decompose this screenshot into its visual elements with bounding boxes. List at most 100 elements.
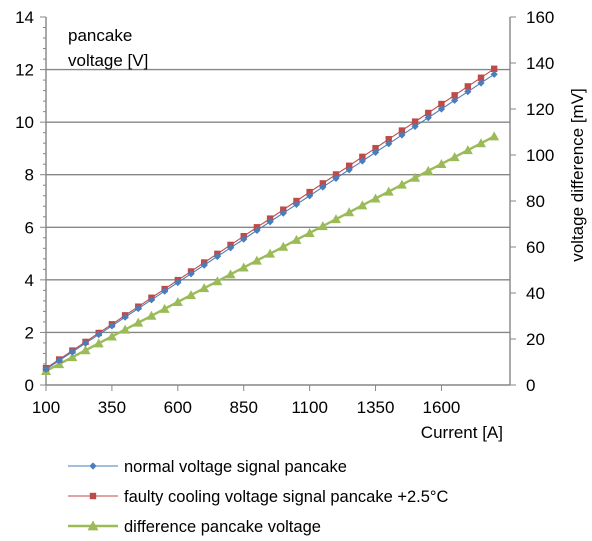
data-point bbox=[438, 100, 445, 108]
data-point bbox=[449, 152, 460, 162]
data-point bbox=[187, 270, 195, 278]
y-tick-label-right: 40 bbox=[526, 284, 545, 303]
data-point bbox=[332, 174, 340, 182]
x-axis: 100 350 600 850 1100 1350 1600 bbox=[32, 385, 460, 417]
legend-label: normal voltage signal pancake bbox=[124, 458, 347, 476]
y-tick-label-right: 160 bbox=[526, 8, 554, 27]
data-point bbox=[266, 218, 274, 226]
data-point bbox=[358, 157, 366, 165]
data-point bbox=[121, 313, 129, 321]
data-point bbox=[265, 248, 276, 258]
data-point bbox=[213, 252, 221, 261]
data-point bbox=[68, 348, 76, 356]
data-point bbox=[80, 345, 91, 355]
y-tick-label-left: 8 bbox=[25, 166, 34, 185]
legend-marker bbox=[89, 462, 97, 470]
y-tick-label-right: 140 bbox=[526, 54, 554, 73]
data-point bbox=[278, 241, 289, 251]
data-point bbox=[464, 83, 472, 90]
data-point bbox=[81, 339, 90, 347]
data-point bbox=[331, 214, 341, 224]
data-point bbox=[410, 172, 421, 182]
data-point bbox=[477, 79, 485, 87]
x-tick-label: 100 bbox=[32, 398, 60, 417]
data-point bbox=[106, 331, 117, 341]
data-point bbox=[120, 324, 131, 334]
data-point bbox=[425, 109, 432, 117]
data-point bbox=[423, 165, 434, 175]
x-tick-label: 1100 bbox=[291, 398, 328, 417]
y-tick-label-right: 80 bbox=[526, 192, 545, 211]
y-tick-label-left: 0 bbox=[25, 376, 34, 395]
y-axis-right: 0 20 40 60 80 100 120 140 160 bbox=[510, 8, 554, 395]
data-point bbox=[383, 186, 394, 196]
y-tick-label-left: 10 bbox=[15, 113, 34, 132]
data-point bbox=[174, 278, 182, 287]
data-point bbox=[304, 227, 315, 237]
legend-label: difference pancake voltage bbox=[124, 518, 321, 536]
data-point bbox=[344, 207, 355, 217]
data-point bbox=[490, 65, 498, 72]
series-0 bbox=[42, 70, 498, 373]
y-tick-label-left: 4 bbox=[25, 271, 34, 290]
data-point bbox=[451, 96, 459, 104]
y-axis-left-label-line1: pancake bbox=[68, 26, 132, 45]
data-point bbox=[146, 310, 157, 320]
data-point bbox=[357, 200, 368, 210]
data-point bbox=[67, 352, 78, 362]
data-point bbox=[371, 148, 380, 156]
y-axis-left: 0 2 4 6 8 10 12 14 bbox=[15, 8, 46, 395]
x-tick-label: 850 bbox=[230, 398, 258, 417]
y-axis-right-label: voltage difference [mV] bbox=[568, 88, 587, 262]
data-point bbox=[436, 158, 447, 168]
data-point bbox=[411, 122, 419, 130]
data-point bbox=[477, 74, 485, 81]
data-point bbox=[345, 162, 353, 169]
legend-marker bbox=[87, 520, 99, 531]
legend: normal voltage signal pancake faulty cool… bbox=[68, 458, 449, 536]
data-point bbox=[317, 221, 328, 231]
data-point bbox=[93, 338, 104, 348]
data-point bbox=[159, 303, 170, 313]
data-point bbox=[147, 296, 156, 304]
data-point bbox=[200, 261, 208, 269]
legend-marker bbox=[89, 492, 97, 500]
data-point bbox=[253, 226, 261, 235]
data-point bbox=[199, 283, 210, 293]
data-point bbox=[319, 183, 327, 191]
data-point bbox=[319, 180, 327, 187]
data-point bbox=[306, 188, 313, 196]
data-point bbox=[134, 304, 142, 313]
plot-area bbox=[45, 17, 511, 386]
data-point bbox=[398, 131, 406, 139]
data-point bbox=[306, 192, 314, 200]
data-point bbox=[133, 317, 144, 327]
x-tick-label: 350 bbox=[98, 398, 126, 417]
data-point bbox=[385, 140, 393, 148]
legend-item: faulty cooling voltage signal pancake +2… bbox=[68, 488, 449, 506]
data-point bbox=[370, 193, 381, 203]
data-point bbox=[226, 244, 235, 252]
x-tick-label: 1350 bbox=[357, 398, 395, 417]
y-tick-label-left: 6 bbox=[25, 218, 34, 237]
y-tick-label-left: 12 bbox=[15, 61, 34, 80]
data-point bbox=[238, 262, 249, 272]
data-point bbox=[95, 330, 103, 339]
data-point bbox=[251, 255, 262, 265]
data-point bbox=[424, 114, 432, 122]
data-point bbox=[42, 365, 50, 373]
grid-lines bbox=[46, 68, 510, 334]
data-point bbox=[55, 356, 63, 365]
data-point bbox=[451, 92, 458, 99]
data-point bbox=[462, 145, 473, 155]
data-point bbox=[476, 138, 486, 148]
data-point bbox=[292, 200, 301, 209]
x-axis-label: Current [A] bbox=[421, 423, 503, 442]
data-point bbox=[240, 235, 248, 243]
data-point bbox=[186, 290, 196, 300]
y-tick-label-right: 120 bbox=[526, 100, 554, 119]
data-point bbox=[437, 105, 446, 113]
data-point bbox=[225, 269, 236, 279]
data-point bbox=[489, 131, 500, 141]
